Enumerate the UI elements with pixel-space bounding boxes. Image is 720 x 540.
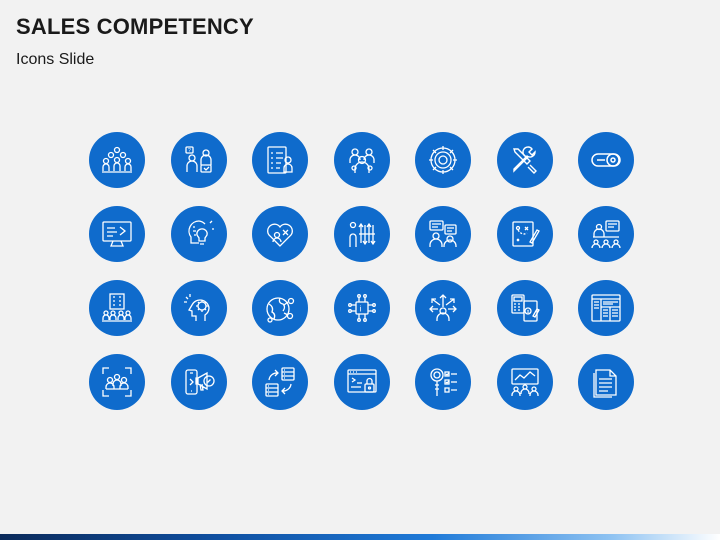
svg-text:?: ? <box>188 148 191 154</box>
document-icon <box>578 354 634 410</box>
tools-wrench-icon <box>496 132 553 188</box>
toggle-switch-icon <box>578 132 634 188</box>
focus-team-icon <box>89 354 145 410</box>
chip-network-icon: i <box>333 280 390 336</box>
svg-text:$: $ <box>526 309 529 314</box>
meeting-presentation-icon <box>578 206 634 262</box>
web-layout-icon <box>578 280 634 336</box>
search-checklist-icon <box>415 354 471 410</box>
mind-gear-icon <box>170 280 227 336</box>
calculator-finance-icon: $ <box>496 280 553 336</box>
decorative-bottom-bar <box>0 534 720 540</box>
slide-title: SALES COMPETENCY <box>16 14 254 39</box>
company-team-icon <box>89 280 145 336</box>
global-network-icon <box>252 280 308 336</box>
icon-grid: ? <box>89 132 634 410</box>
strategy-board-icon <box>496 206 553 262</box>
board-meeting-icon <box>496 354 553 410</box>
monitor-presentation-icon <box>89 206 145 262</box>
stress-arrows-icon <box>333 206 390 262</box>
svg-text:i: i <box>359 305 361 314</box>
team-members-icon <box>333 132 390 188</box>
team-chat-icon <box>415 206 471 262</box>
data-transfer-icon <box>252 354 308 410</box>
brain-idea-icon <box>170 206 227 262</box>
leader-arrows-icon <box>415 280 471 336</box>
digital-marketing-icon <box>170 354 227 410</box>
gear-cycle-icon <box>415 132 471 188</box>
slide-subtitle: Icons Slide <box>16 51 95 68</box>
heart-health-icon <box>252 206 308 262</box>
secure-browser-icon <box>333 354 390 410</box>
checklist-candidate-icon <box>252 132 308 188</box>
team-group-icon <box>89 132 145 188</box>
interview-discussion-icon: ? <box>170 132 227 188</box>
